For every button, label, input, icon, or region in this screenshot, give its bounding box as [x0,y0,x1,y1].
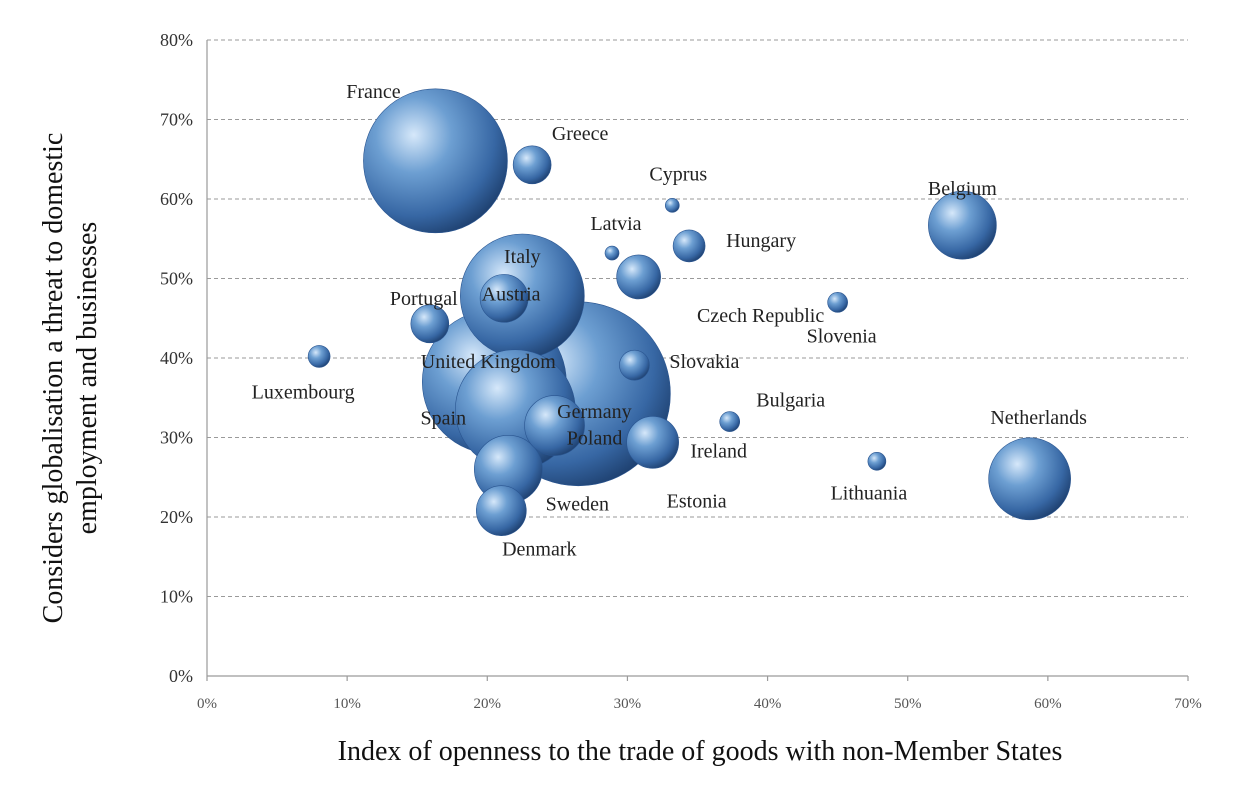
y-tick-label: 60% [160,189,193,209]
bubble-ireland [626,415,679,469]
label-estonia: Estonia [667,490,727,512]
y-axis-title: Considers globalisation a threat to dome… [38,133,103,624]
label-cyprus: Cyprus [649,163,707,185]
bubble-belgium [928,190,997,260]
bubble-czech-republic [616,254,661,300]
y-tick-label: 20% [160,507,193,527]
y-tick-label: 10% [160,587,193,607]
bubble-greece [512,145,552,185]
label-hungary: Hungary [726,230,796,252]
x-tick-label: 30% [614,696,642,712]
label-slovakia: Slovakia [669,351,739,373]
x-tick-label: 0% [197,696,217,712]
bubble-france [363,88,508,234]
y-tick-label: 70% [160,110,193,130]
label-luxembourg: Luxembourg [252,381,355,403]
bubble-hungary [672,229,706,263]
y-axis-title-line-2: employment and businesses [72,222,103,535]
x-tick-label: 10% [333,696,361,712]
y-tick-label: 0% [169,666,193,686]
x-tick-label: 40% [754,696,782,712]
y-tick-label: 40% [160,348,193,368]
label-united-kingdom: United Kingdom [421,351,556,373]
bubble-lithuania [867,452,887,471]
label-sweden: Sweden [546,493,609,515]
label-bulgaria: Bulgaria [756,390,825,412]
y-axis-title-line-1: Considers globalisation a threat to dome… [38,133,69,624]
x-tick-label: 70% [1174,696,1202,712]
y-tick-label: 30% [160,428,193,448]
label-belgium: Belgium [928,178,997,200]
y-tick-label: 50% [160,269,193,289]
gridlines [207,39,1188,597]
bubble-poland [524,395,585,456]
bubble-denmark [475,485,527,536]
x-axis-title: Index of openness to the trade of goods … [338,736,1063,767]
bubble-slovenia [827,292,848,313]
x-tick-label: 50% [894,696,922,712]
label-austria: Austria [482,283,541,305]
label-latvia: Latvia [590,213,641,235]
label-slovenia: Slovenia [807,325,877,347]
label-spain: Spain [421,408,467,430]
label-portugal: Portugal [390,288,458,310]
y-tick-label: 80% [160,30,193,50]
label-greece: Greece [552,123,609,145]
bubble-cyprus [664,198,680,213]
label-germany: Germany [557,401,631,423]
label-france: France [346,81,401,103]
bubble-luxembourg [307,345,331,368]
bubble-austria [479,274,529,323]
label-netherlands: Netherlands [990,407,1087,429]
x-tick-label: 20% [474,696,502,712]
label-czech-republic: Czech Republic [697,305,824,327]
label-lithuania: Lithuania [831,482,908,504]
x-tick-label: 60% [1034,696,1062,712]
label-denmark: Denmark [502,539,576,561]
axes: 0% 10% 20% 30% 40% 50% 60% 70% 80% 0% 10% 20% 30% 40%… [160,30,1202,712]
label-poland: Poland [567,428,623,450]
bubbles [307,88,1071,536]
bubble-latvia [604,245,620,261]
bubble-labels: France Italy Austria Germany United Kingdom S… [252,81,1088,561]
bubble-netherlands [988,437,1071,521]
label-italy: Italy [504,246,541,268]
bubble-portugal [410,304,450,344]
bubble-bulgaria [719,411,741,432]
bubble-slovakia [619,349,650,381]
label-ireland: Ireland [690,440,747,462]
